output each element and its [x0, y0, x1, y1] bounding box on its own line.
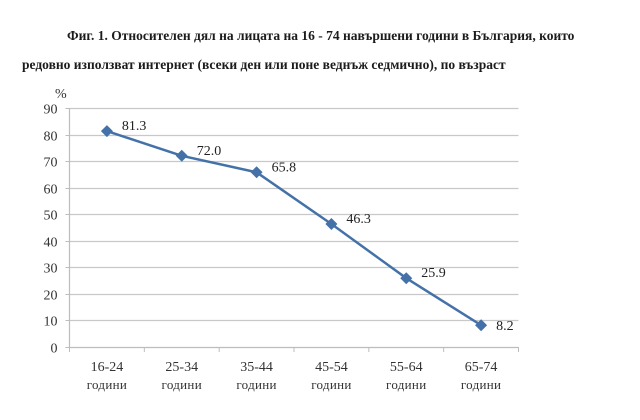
y-axis-tick-labels: 0 10 20 30 40 50 60 70 80 90: [44, 103, 58, 357]
y-tick-label: 10: [44, 315, 58, 330]
y-tick-label: 90: [44, 103, 58, 118]
diamond-marker: [250, 166, 263, 179]
data-labels: 81.3 72.0 65.8 46.3 25.9 8.2: [122, 119, 514, 334]
diamond-marker: [175, 149, 188, 162]
data-markers: [100, 125, 488, 332]
x-category-label: 65-74: [465, 360, 498, 375]
axes: [65, 108, 519, 352]
y-tick-label: 0: [51, 342, 58, 357]
series-line: [106, 129, 482, 327]
data-label: 8.2: [496, 319, 514, 334]
x-category-label: 55-64: [390, 360, 423, 375]
x-category-sublabel: години: [87, 377, 127, 392]
data-label: 25.9: [421, 266, 446, 281]
x-category-sublabel: години: [461, 377, 501, 392]
data-label: 81.3: [122, 119, 146, 134]
chart-title-line-2: редовно използват интернет (всеки ден ил…: [22, 57, 506, 72]
x-category-label: 25-34: [165, 360, 198, 375]
y-tick-label: 40: [44, 236, 58, 251]
chart-title-line-1: Фиг. 1. Относителен дял на лицата на 16 …: [67, 28, 575, 43]
data-label: 46.3: [346, 212, 371, 227]
x-category-label: 45-54: [315, 360, 348, 375]
x-axis-category-labels: 16-24 години 25-34 години 35-44 години 45-54 го…: [87, 360, 501, 392]
diamond-marker: [400, 272, 413, 285]
y-tick-label: 50: [44, 209, 58, 224]
y-tick-label: 70: [44, 156, 58, 171]
x-category-sublabel: години: [162, 377, 202, 392]
x-category-sublabel: години: [311, 377, 351, 392]
y-axis-unit-label: %: [55, 87, 67, 102]
data-label: 72.0: [197, 144, 222, 159]
diamond-marker: [100, 125, 113, 138]
y-tick-label: 80: [44, 130, 58, 145]
x-category-sublabel: години: [386, 377, 426, 392]
x-category-sublabel: години: [236, 377, 276, 392]
x-category-label: 35-44: [240, 360, 273, 375]
diamond-marker: [475, 319, 488, 332]
y-tick-label: 20: [44, 289, 58, 304]
diamond-marker: [325, 218, 338, 231]
y-tick-label: 60: [44, 183, 58, 198]
y-tick-label: 30: [44, 262, 58, 277]
x-category-label: 16-24: [91, 360, 124, 375]
gridlines: [69, 107, 519, 322]
data-label: 65.8: [272, 160, 297, 175]
